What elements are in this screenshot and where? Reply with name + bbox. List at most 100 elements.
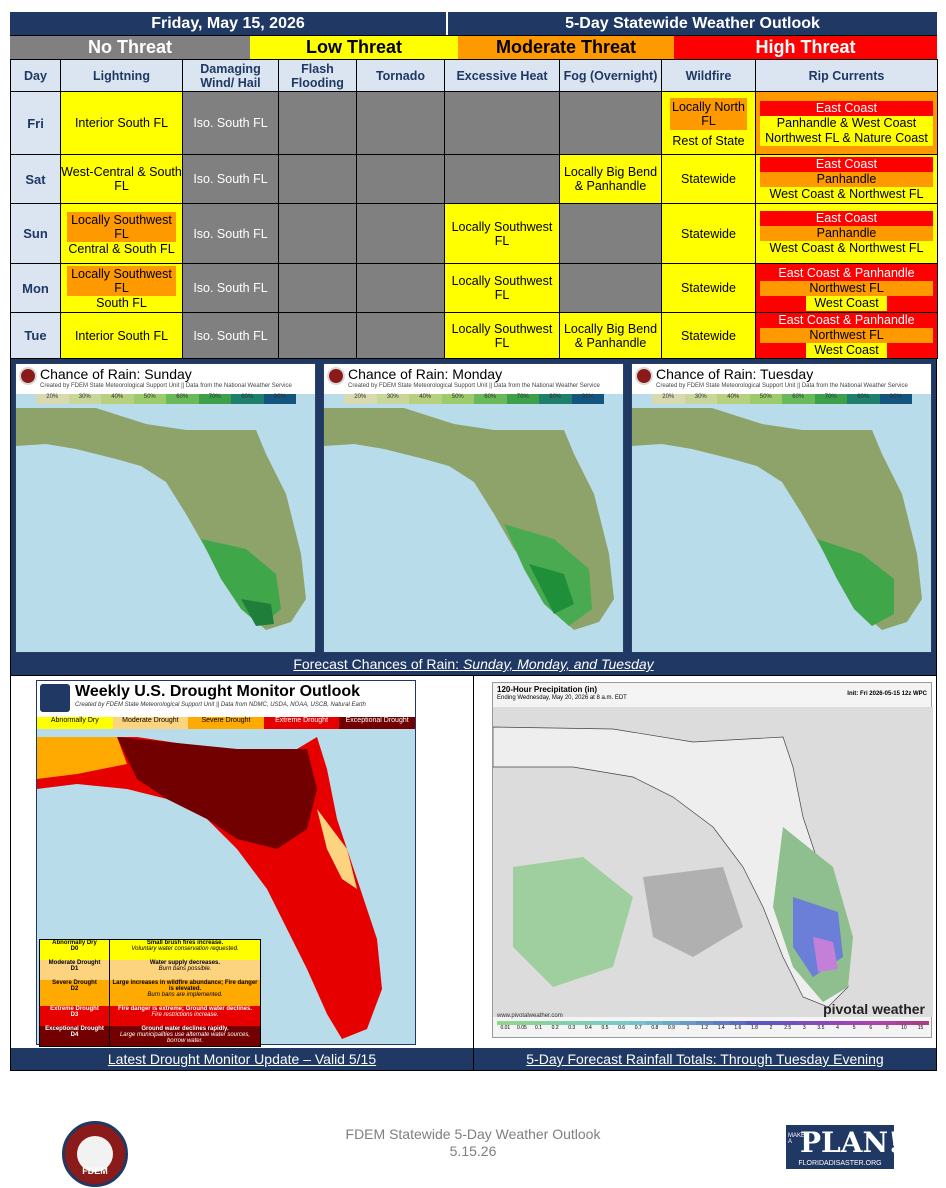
flood-cell [278,312,357,359]
header-title: 5-Day Statewide Weather Outlook [565,14,820,32]
key-row: Exceptional Drought D4 Ground water decli… [40,1026,260,1046]
lightning-cell: Interior South FL [60,91,183,155]
rip-line: West Coast [806,295,887,311]
precip-scale: 0.01 0.05 0.1 0.2 0.3 0.4 0.5 0.6 0.7 0.8 0.9 1 1.2 1… [497,1021,929,1035]
rain-map-subtitle: Created by FDEM State Meteorological Sup… [40,383,292,389]
drought-subtitle: Created by FDEM State Meteorological Sup… [75,702,366,708]
precip-scale-label: 10 [895,1021,913,1035]
day-cell: Fri [10,91,61,155]
plan-url: FLORIDADISASTER.ORG [798,1160,882,1167]
precip-scale-label: 1.8 [746,1021,763,1035]
rain-scale-label: 90% [879,394,912,404]
precip-scale-label: 0.4 [580,1021,597,1035]
legend-moderate-threat: Moderate Threat [458,36,674,59]
rip-line: Northwest FL & Nature Coast [760,130,933,146]
lightning-cell: Locally Southwest FL Central & South FL [60,203,183,264]
day-cell: Sat [10,154,61,204]
precip-scale-label: 3.5 [812,1021,830,1035]
precip-scale-label: 15 [912,1021,929,1035]
plan-make-text: MAKE A [788,1133,806,1145]
precip-subtitle: Ending Wednesday, May 20, 2026 at 8 a.m.… [497,695,627,701]
rain-scale-label: 60% [782,394,815,404]
precip-scale-label: 0.1 [530,1021,547,1035]
precip-scale-label: 1.4 [712,1021,730,1035]
precip-scale-label: 0.2 [546,1021,564,1035]
fog-cell [559,203,662,264]
fdem-seal-icon [19,367,37,385]
rain-scale-label: 50% [749,394,782,404]
col-day: Day [10,59,61,92]
heat-cell: Locally Southwest FL [444,312,560,359]
make-a-plan-logo-icon: MAKE A PLAN! FLORIDADISASTER.ORG [786,1125,900,1169]
florida-logo-icon [40,684,70,712]
precip-panel: 120-Hour Precipitation (in) Ending Wedne… [474,676,936,1070]
rain-map-subtitle: Created by FDEM State Meteorological Sup… [656,383,908,389]
rip-line: East Coast [760,211,933,226]
day-cell: Tue [10,312,61,359]
fog-cell [559,263,662,313]
scale-d3: Extreme Drought [263,717,340,729]
drought-map: Weekly U.S. Drought Monitor Outlook Crea… [36,680,416,1047]
rip-line: Panhandle [760,226,933,241]
tornado-cell [356,203,445,264]
flood-cell [278,203,357,264]
lightning-line: South FL [96,296,147,310]
heat-cell [444,154,560,204]
rain-scale: 20% 30% 40% 50% 60% 70% 80% 90% [344,394,604,404]
header-bar: Friday, May 15, 2026 5-Day Statewide Wea… [10,12,937,35]
florida-rain-map-icon [632,408,922,630]
florida-rain-map-icon [16,408,306,630]
key-row: Moderate Drought D1 Water supply decrease… [40,960,260,980]
rain-scale-label: 50% [133,394,166,404]
precip-scale-label: 0.5 [596,1021,614,1035]
rain-map-sunday: Chance of Rain: Sunday Created by FDEM S… [15,363,316,653]
wind-cell: Iso. South FL [182,203,279,264]
rain-scale-label: 60% [474,394,507,404]
lightning-line: Central & South FL [68,241,175,256]
rain-scale-label: 60% [166,394,199,404]
fog-cell [559,91,662,155]
precip-scale-label: 4 [829,1021,846,1035]
rip-line: Northwest FL [760,280,933,296]
rip-cell: East Coast Panhandle West Coast & Northw… [755,203,938,264]
rip-line: Northwest FL [760,328,933,343]
rain-map-title: Chance of Rain: Tuesday [656,366,814,382]
rip-cell: East Coast Panhandle West Coast & Northw… [755,154,938,204]
precip-scale-label: 2 [762,1021,780,1035]
lightning-cell: Interior South FL [60,312,183,359]
precip-map: 120-Hour Precipitation (in) Ending Wedne… [492,682,933,1038]
wildfire-line: Locally North FL [670,98,747,130]
day-cell: Mon [10,263,61,313]
precip-scale-label: 0.8 [646,1021,664,1035]
rain-scale-label: 90% [571,394,604,404]
rain-scale-label: 80% [847,394,880,404]
precip-scale-label: 6 [862,1021,880,1035]
rain-scale-label: 70% [506,394,539,404]
col-excessive-heat: Excessive Heat [444,59,560,92]
wildfire-cell: Locally North FL Rest of State [661,91,756,155]
footer: FDEM Statewide 5-Day Weather Outlook 5.1… [0,1126,946,1160]
table-row: Sat West-Central & South FL Iso. South F… [10,154,938,204]
flood-cell [278,154,357,204]
rain-scale-label: 80% [231,394,264,404]
col-flash-flooding: Flash Flooding [278,59,357,92]
florida-drought-map-icon [37,737,382,1039]
precip-scale-label: 0.9 [663,1021,680,1035]
rain-maps-section: Chance of Rain: Sunday Created by FDEM S… [10,359,937,676]
rip-line: East Coast [760,100,933,116]
rain-maps: Chance of Rain: Sunday Created by FDEM S… [15,363,932,653]
precip-scale-label: 0.7 [629,1021,647,1035]
rain-caption-days: Sunday, Monday, and Tuesday [462,656,654,672]
rip-line: East Coast [760,156,933,172]
drought-title: Weekly U.S. Drought Monitor Outlook [75,683,361,700]
legend-low-threat: Low Threat [250,36,458,59]
scale-d4: Exceptional Drought [339,717,415,729]
plan-text: PLAN! [800,1126,901,1159]
rip-cell: East Coast & Panhandle Northwest FL West… [755,312,938,359]
footer-title: FDEM Statewide 5-Day Weather Outlook [345,1126,601,1142]
drought-key-table: Abnormally Dry D0 Small brush fires incre… [39,939,261,1047]
precip-scale-label: 5 [845,1021,863,1035]
rain-map-title: Chance of Rain: Monday [348,366,503,382]
fdem-seal-icon [635,367,653,385]
rip-line: West Coast & Northwest FL [769,241,924,255]
